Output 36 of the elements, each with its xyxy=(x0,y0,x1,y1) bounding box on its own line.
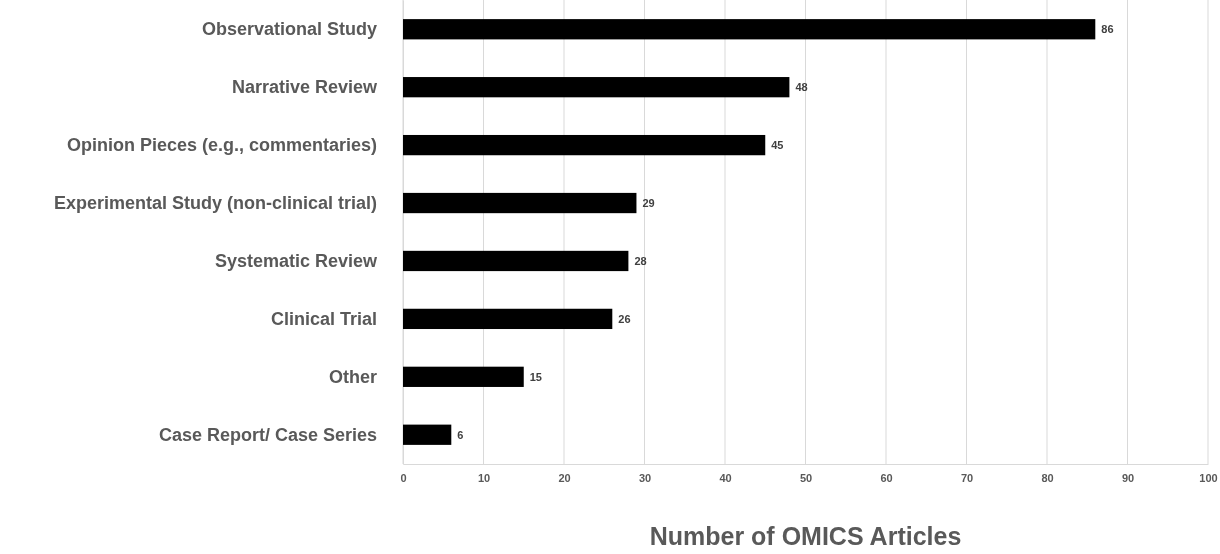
bar xyxy=(403,77,790,98)
x-tick-label: 100 xyxy=(1199,471,1218,484)
y-tick-label: Systematic Review xyxy=(214,250,378,271)
data-label: 45 xyxy=(771,138,784,151)
x-tick-label: 20 xyxy=(558,471,571,484)
bar xyxy=(403,134,766,156)
x-tick-label: 90 xyxy=(1121,471,1135,484)
x-axis-title: Number of OMICS Articles xyxy=(649,522,962,550)
y-tick-label: Clinical Trial xyxy=(270,308,377,329)
bar xyxy=(403,366,524,387)
data-label: 6 xyxy=(457,428,464,441)
bar xyxy=(403,19,1096,40)
x-tick-label: 10 xyxy=(477,471,491,484)
y-tick-label: Observational Study xyxy=(201,19,377,40)
data-label: 26 xyxy=(618,312,631,325)
bar xyxy=(403,250,629,272)
data-label: 15 xyxy=(529,370,542,383)
y-tick-label: Opinion Pieces (e.g., commentaries) xyxy=(66,134,377,155)
y-tick-label: Experimental Study (non-clinical trial) xyxy=(53,192,377,213)
x-tick-label: 60 xyxy=(880,471,893,484)
bar xyxy=(403,424,452,445)
y-tick-label: Narrative Review xyxy=(231,76,378,97)
x-tick-label: 0 xyxy=(400,471,407,484)
data-label: 29 xyxy=(642,196,655,209)
x-tick-label: 40 xyxy=(719,471,732,484)
data-label: 48 xyxy=(795,81,808,94)
x-tick-label: 70 xyxy=(960,471,974,484)
data-label: 86 xyxy=(1101,23,1114,36)
y-tick-label: Other xyxy=(328,366,377,387)
x-tick-label: 30 xyxy=(638,471,652,484)
x-tick-label: 80 xyxy=(1041,471,1054,484)
bar xyxy=(403,192,637,214)
x-tick-label: 50 xyxy=(799,471,813,484)
y-tick-label: Case Report/ Case Series xyxy=(158,424,377,445)
bar xyxy=(403,308,613,330)
data-label: 28 xyxy=(634,254,647,267)
